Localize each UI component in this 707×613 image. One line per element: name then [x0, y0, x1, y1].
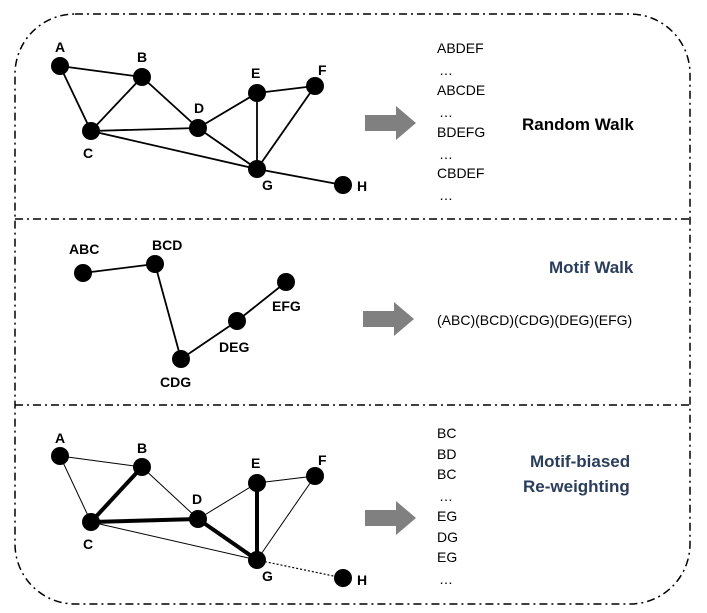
node-deg: [228, 312, 246, 330]
node-label-d: D: [194, 100, 204, 116]
node-label-c: C: [83, 145, 93, 161]
node-label-f: F: [318, 452, 327, 468]
node-label-h: H: [357, 572, 367, 588]
node-efg: [277, 273, 295, 291]
node-f: [306, 467, 324, 485]
node-label-h: H: [357, 178, 367, 194]
graph-nodes: [51, 57, 352, 194]
node-b: [133, 68, 151, 86]
graph-edge-dotted: [256, 559, 344, 579]
node-g: [248, 551, 266, 569]
panel-title-reweighting-line2: Re-weighting: [523, 477, 630, 496]
node-d: [189, 510, 207, 528]
walk-sequence: BDEFG: [437, 124, 485, 140]
edge-sequence: BC: [437, 425, 456, 441]
walk-sequence: …: [439, 104, 453, 120]
node-a: [51, 447, 69, 465]
node-c: [82, 513, 100, 531]
edge-sequence: EG: [437, 549, 457, 565]
node-label-c: C: [83, 536, 93, 552]
walk-sequence: ABDEF: [437, 40, 484, 56]
node-e: [248, 84, 266, 102]
graph-edges-thin: [59, 455, 316, 561]
motif-sequence: (ABC)(BCD)(CDG)(DEG)(EFG): [437, 312, 632, 328]
node-label-bcd: BCD: [152, 237, 182, 253]
panel-random-walk: A B C D E F G H ABDEF … ABCDE … BDEFG … …: [51, 39, 634, 203]
node-label-f: F: [318, 62, 327, 78]
walk-sequence: …: [439, 62, 453, 78]
node-label-abc: ABC: [69, 241, 99, 257]
arrow-right-icon: [365, 501, 416, 535]
node-label-a: A: [55, 430, 65, 446]
panel-title-motif-walk: Motif Walk: [549, 258, 634, 277]
graph-nodes: [51, 447, 352, 587]
node-d: [189, 119, 207, 137]
node-label-a: A: [55, 39, 65, 55]
panel-title-reweighting-line1: Motif-biased: [530, 452, 630, 471]
walk-sequence: …: [439, 146, 453, 162]
walk-sequence: …: [439, 187, 453, 203]
node-label-g: G: [262, 568, 273, 584]
node-label-cdg: CDG: [160, 374, 191, 390]
edge-sequence: BC: [437, 466, 456, 482]
edge-sequence: …: [439, 571, 453, 587]
node-label-e: E: [251, 455, 260, 471]
graph-edges-thick: [89, 465, 259, 562]
node-c: [82, 122, 100, 140]
node-f: [306, 77, 324, 95]
node-cdg: [172, 350, 190, 368]
motif-edges: [82, 263, 287, 360]
edge-sequence: BD: [437, 446, 456, 462]
node-e: [248, 474, 266, 492]
edge-sequence: DG: [437, 529, 458, 545]
motif-nodes: [74, 255, 295, 368]
node-label-e: E: [251, 65, 260, 81]
node-label-d: D: [192, 491, 202, 507]
node-label-b: B: [137, 49, 147, 65]
node-label-efg: EFG: [272, 298, 301, 314]
outer-border: [14, 13, 691, 605]
node-b: [133, 458, 151, 476]
node-label-deg: DEG: [219, 339, 249, 355]
node-h: [334, 569, 352, 587]
node-label-b: B: [137, 440, 147, 456]
node-h: [334, 176, 352, 194]
panel-motif-reweighting: A B C D E F G H BC BD BC … EG DG EG … Mo…: [51, 425, 630, 588]
node-abc: [74, 264, 92, 282]
graph-edges: [59, 65, 344, 186]
panel-title-random-walk: Random Walk: [522, 115, 634, 134]
node-label-g: G: [262, 177, 273, 193]
arrow-right-icon: [365, 106, 416, 140]
walk-sequence: CBDEF: [437, 165, 484, 181]
node-g: [248, 160, 266, 178]
node-bcd: [146, 255, 164, 273]
arrow-right-icon: [363, 302, 414, 336]
edge-sequence: EG: [437, 508, 457, 524]
panel-motif-walk: ABC BCD CDG DEG EFG (ABC)(BCD)(CDG)(DEG)…: [69, 237, 634, 390]
node-a: [51, 57, 69, 75]
edge-sequence: …: [439, 488, 453, 504]
walk-sequence: ABCDE: [437, 82, 485, 98]
